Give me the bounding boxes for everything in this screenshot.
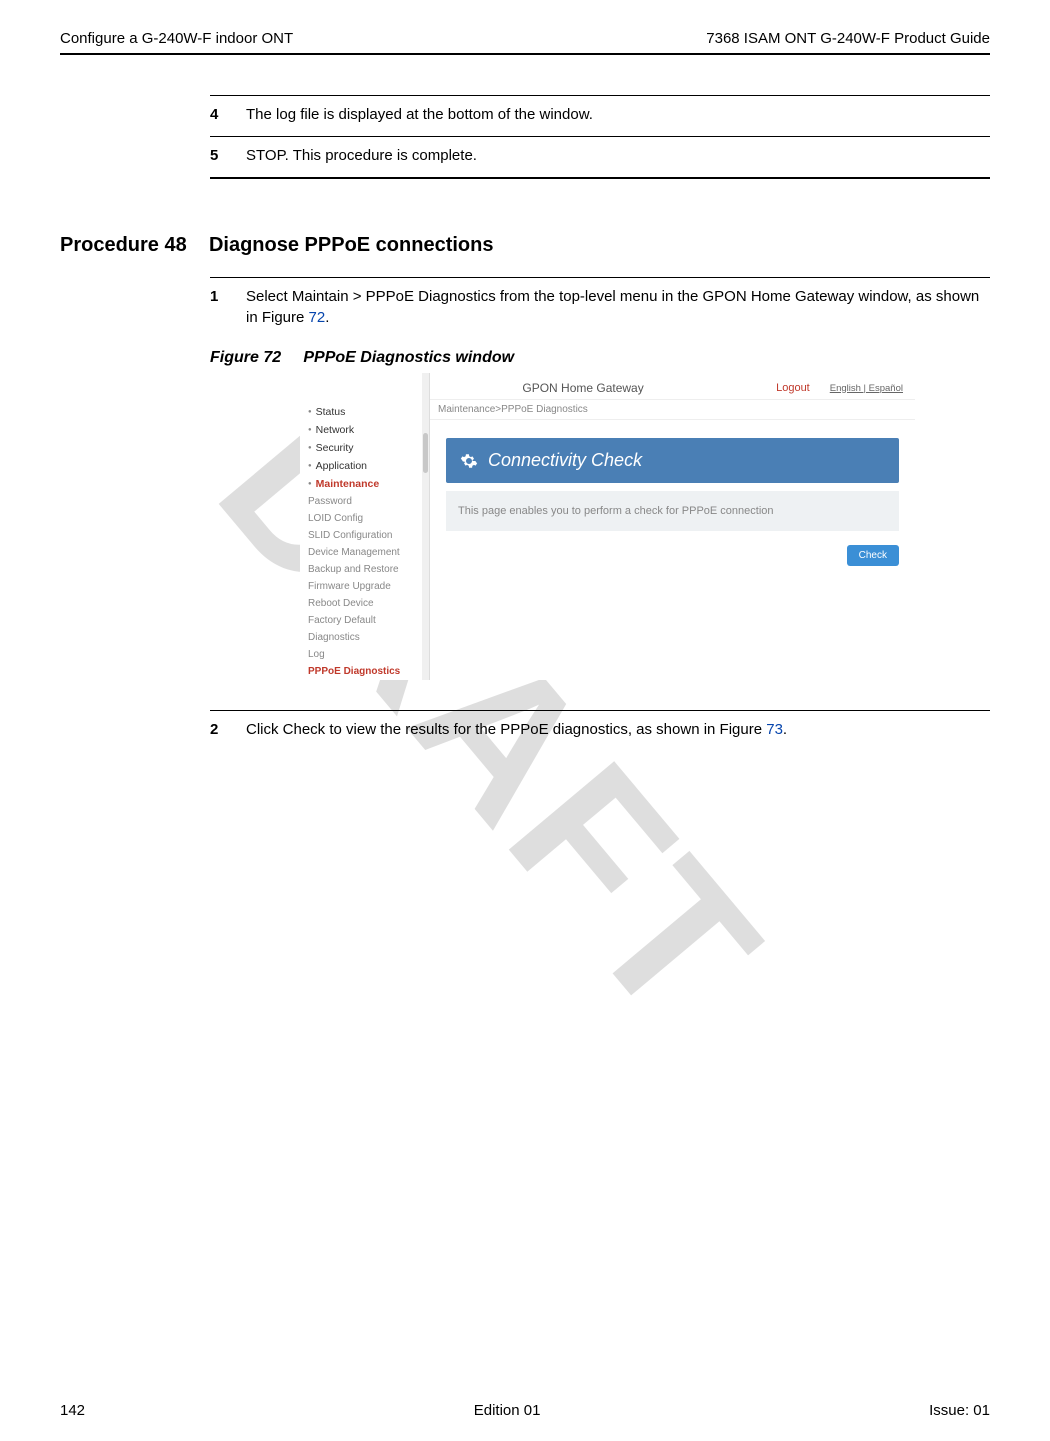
sidebar-sub-diagnostics[interactable]: Diagnostics	[306, 629, 429, 646]
step-text: The log file is displayed at the bottom …	[246, 104, 990, 126]
figure-label: Figure 72	[210, 349, 281, 366]
sidebar-item-maintenance[interactable]: Maintenance	[306, 475, 429, 493]
footer-edition: Edition 01	[474, 1402, 541, 1419]
breadcrumb: Maintenance>PPPoE Diagnostics	[430, 400, 915, 420]
sidebar-sub-slid[interactable]: SLID Configuration	[306, 527, 429, 544]
gateway-header: GPON Home Gateway Logout English | Españ…	[430, 373, 915, 400]
connectivity-banner: Connectivity Check	[446, 438, 899, 483]
sidebar: Status Network Security Application Main…	[300, 373, 430, 680]
procedure-heading: Procedure 48 Diagnose PPPoE connections	[60, 234, 990, 257]
step-text: STOP. This procedure is complete.	[246, 145, 990, 167]
step1-text-after: .	[325, 309, 329, 326]
step-4: 4 The log file is displayed at the botto…	[210, 96, 990, 136]
header-left: Configure a G-240W-F indoor ONT	[60, 30, 293, 47]
main-panel: GPON Home Gateway Logout English | Españ…	[430, 373, 915, 680]
footer-page-number: 142	[60, 1402, 85, 1419]
figure-caption: Figure 72 PPPoE Diagnostics window	[210, 349, 990, 367]
step-text: Select Maintain > PPPoE Diagnostics from…	[246, 286, 990, 330]
logout-link[interactable]: Logout	[776, 382, 810, 394]
step-number: 2	[210, 719, 246, 741]
sidebar-sub-password[interactable]: Password	[306, 493, 429, 510]
sidebar-sub-pppoe[interactable]: PPPoE Diagnostics	[306, 663, 429, 680]
sidebar-sub-log[interactable]: Log	[306, 646, 429, 663]
sidebar-sub-backup[interactable]: Backup and Restore	[306, 561, 429, 578]
check-button[interactable]: Check	[847, 545, 899, 566]
language-switch[interactable]: English | Español	[830, 383, 903, 394]
footer-issue: Issue: 01	[929, 1402, 990, 1419]
procedure-label: Procedure 48	[60, 234, 187, 256]
figure-link-73[interactable]: 73	[766, 721, 783, 738]
procedure-title-text: Diagnose PPPoE connections	[209, 234, 494, 256]
step-number: 4	[210, 104, 246, 126]
gateway-title: GPON Home Gateway	[450, 381, 776, 395]
figure-caption-text: PPPoE Diagnostics window	[303, 349, 514, 366]
page-footer: 142 Edition 01 Issue: 01	[60, 1402, 990, 1419]
sidebar-item-network[interactable]: Network	[306, 421, 429, 439]
step-2: 2 Click Check to view the results for th…	[210, 711, 990, 751]
sidebar-sub-device-mgmt[interactable]: Device Management	[306, 544, 429, 561]
figure-link-72[interactable]: 72	[309, 309, 326, 326]
pppoe-diagnostics-screenshot: Status Network Security Application Main…	[300, 373, 915, 680]
step-number: 1	[210, 286, 246, 308]
banner-title: Connectivity Check	[488, 450, 642, 471]
step-number: 5	[210, 145, 246, 167]
gear-icon	[460, 452, 478, 470]
step1-text-before: Select Maintain > PPPoE Diagnostics from…	[246, 288, 979, 327]
step-5: 5 STOP. This procedure is complete.	[210, 137, 990, 177]
step2-text-after: .	[783, 721, 787, 738]
sidebar-item-status[interactable]: Status	[306, 403, 429, 421]
step-1: 1 Select Maintain > PPPoE Diagnostics fr…	[210, 278, 990, 340]
scrollbar-thumb[interactable]	[423, 433, 428, 473]
step2-text-before: Click Check to view the results for the …	[246, 721, 766, 738]
sidebar-scrollbar[interactable]	[422, 373, 429, 680]
header-right: 7368 ISAM ONT G-240W-F Product Guide	[706, 30, 990, 47]
panel-description: This page enables you to perform a check…	[446, 491, 899, 531]
sidebar-item-security[interactable]: Security	[306, 439, 429, 457]
sidebar-sub-factory[interactable]: Factory Default	[306, 612, 429, 629]
sidebar-sub-firmware[interactable]: Firmware Upgrade	[306, 578, 429, 595]
step-text: Click Check to view the results for the …	[246, 719, 990, 741]
sidebar-item-application[interactable]: Application	[306, 457, 429, 475]
section-end-rule	[210, 177, 990, 179]
sidebar-sub-loid[interactable]: LOID Config	[306, 510, 429, 527]
sidebar-sub-reboot[interactable]: Reboot Device	[306, 595, 429, 612]
